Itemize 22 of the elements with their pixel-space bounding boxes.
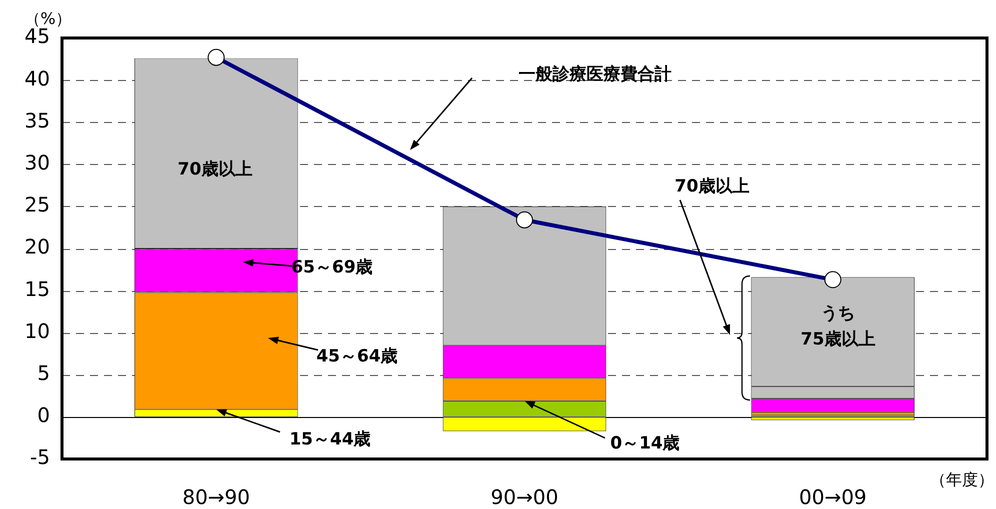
y-tick-label: 30 <box>24 150 50 175</box>
y-tick-label: -5 <box>30 445 50 470</box>
y-axis-title: （%） <box>24 9 72 28</box>
annotation: 45～64歳 <box>316 346 398 366</box>
y-tick-label: 40 <box>24 66 50 90</box>
y-tick-label: 15 <box>24 276 50 301</box>
annotation: 15～44歳 <box>289 429 371 450</box>
y-tick-label: 10 <box>24 318 50 343</box>
annotation: 70歳以上 <box>674 176 750 196</box>
annotation: うち 75歳以上 <box>800 303 876 350</box>
annotation: 0～14歳 <box>610 433 680 454</box>
x-tick-label: 80→90 <box>182 485 250 509</box>
y-tick-label: 20 <box>24 234 50 259</box>
x-tick-label: 90→00 <box>490 485 558 509</box>
y-tick-label: 25 <box>24 192 50 217</box>
y-tick-label: 5 <box>37 361 50 386</box>
y-tick-label: 35 <box>24 108 50 132</box>
y-tick-label: 0 <box>37 403 50 428</box>
x-tick-label: 00→09 <box>799 485 867 509</box>
x-axis-title: （年度） <box>930 470 994 490</box>
annotation: 70歳以上 <box>178 159 252 180</box>
annotation: 一般診療医療費合計 <box>518 64 672 84</box>
